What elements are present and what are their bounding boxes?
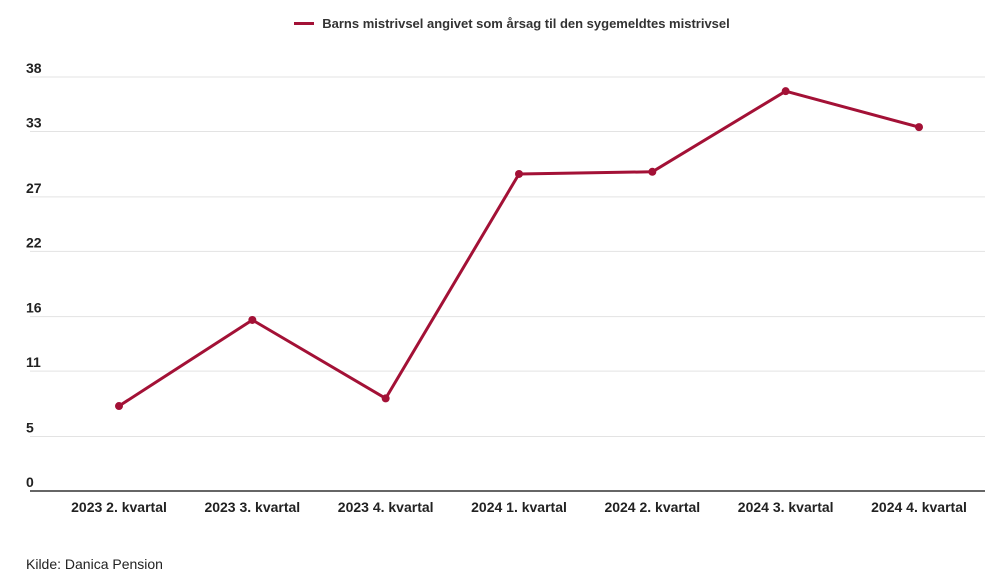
x-tick-label: 2024 2. kvartal bbox=[604, 499, 700, 515]
x-tick-label: 2024 1. kvartal bbox=[471, 499, 567, 515]
x-tick-label: 2024 3. kvartal bbox=[738, 499, 834, 515]
source-note: Kilde: Danica Pension bbox=[26, 556, 163, 572]
x-tick-label: 2023 3. kvartal bbox=[204, 499, 300, 515]
y-tick-label: 22 bbox=[26, 234, 42, 250]
y-tick-label: 11 bbox=[26, 354, 41, 370]
data-point[interactable] bbox=[781, 87, 790, 96]
legend-swatch bbox=[294, 22, 315, 25]
data-point[interactable] bbox=[915, 123, 923, 132]
y-tick-label: 16 bbox=[26, 300, 42, 316]
data-point[interactable] bbox=[515, 169, 523, 178]
x-tick-label: 2024 4. kvartal bbox=[871, 499, 967, 515]
legend-label: Barns mistrivsel angivet som årsag til d… bbox=[322, 16, 730, 31]
y-tick-label: 27 bbox=[26, 180, 42, 196]
y-tick-label: 5 bbox=[26, 420, 34, 436]
data-point[interactable] bbox=[381, 394, 390, 403]
y-tick-label: 0 bbox=[26, 474, 34, 490]
series-line bbox=[117, 89, 921, 408]
y-tick-label: 38 bbox=[26, 60, 42, 76]
data-point[interactable] bbox=[648, 167, 657, 176]
x-tick-label: 2023 4. kvartal bbox=[338, 499, 434, 515]
x-tick-label: 2023 2. kvartal bbox=[71, 499, 167, 515]
y-tick-label: 33 bbox=[26, 114, 42, 130]
data-point[interactable] bbox=[115, 402, 123, 411]
data-point[interactable] bbox=[248, 315, 257, 324]
chart-legend: Barns mistrivsel angivet som årsag til d… bbox=[0, 16, 1000, 31]
